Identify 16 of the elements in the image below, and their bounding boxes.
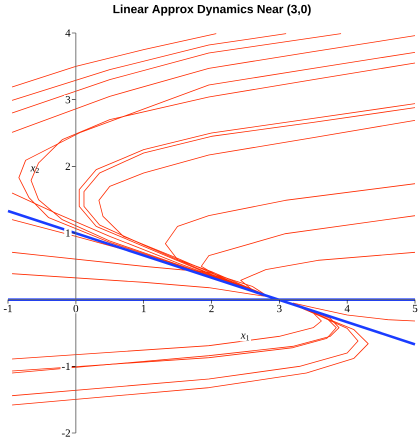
x-tick-label: 5 bbox=[412, 304, 418, 312]
x-tick-label: 1 bbox=[142, 304, 146, 312]
x-tick-label: 3 bbox=[277, 304, 282, 312]
x-tick-label: 4 bbox=[344, 304, 350, 312]
x-tick-label: 2 bbox=[209, 304, 214, 312]
x-tick-label: 0 bbox=[74, 304, 78, 312]
y-tick-label: 1 bbox=[66, 229, 70, 237]
x-axis-title: x$_{1}$ bbox=[240, 334, 250, 340]
x-tick-label: -1 bbox=[4, 304, 12, 312]
y-tick-label: 4 bbox=[65, 29, 70, 37]
y-tick-label: -1 bbox=[62, 362, 70, 370]
y-tick-label: -2 bbox=[62, 429, 70, 437]
y-axis-title: x$_{2}$ bbox=[30, 166, 39, 173]
chart-title: Linear Approx Dynamics Near (3,0) bbox=[113, 4, 311, 16]
y-tick-label: 2 bbox=[66, 162, 70, 170]
y-tick-label: 3 bbox=[66, 96, 70, 104]
